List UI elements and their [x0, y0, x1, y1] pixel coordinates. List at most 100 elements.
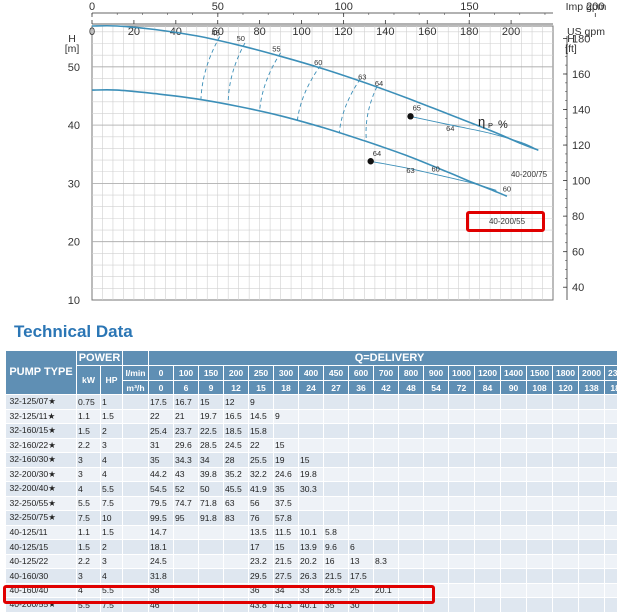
- cell-value: 15.8: [249, 424, 274, 439]
- cell-value: [579, 540, 605, 555]
- cell-value: 26.3: [299, 569, 324, 584]
- cell-value: 22.5: [199, 424, 224, 439]
- cell-hp: 5.5: [101, 482, 123, 497]
- cell-hp: 1: [101, 395, 123, 410]
- cell-value: 57.8: [274, 511, 299, 526]
- cell-value: 46: [149, 598, 174, 613]
- cell-value: [501, 569, 527, 584]
- cell-value: 9: [274, 409, 299, 424]
- tick-label-us: 180: [460, 26, 478, 38]
- cell-value: [527, 395, 553, 410]
- cell-value: [374, 540, 399, 555]
- cell-value: [399, 438, 424, 453]
- header-lmin-value: 600: [349, 366, 374, 381]
- cell-pump-type: 32-125/07★: [6, 395, 77, 410]
- cell-value: [374, 511, 399, 526]
- cell-pump-type: 32-160/15★: [6, 424, 77, 439]
- cell-kw: 7.5: [77, 511, 101, 526]
- cell-value: [399, 554, 424, 569]
- cell-value: [449, 540, 475, 555]
- header-lmin: l/min: [123, 366, 149, 381]
- cell-value: [174, 554, 199, 569]
- cell-blank: [123, 540, 149, 555]
- curve-label-upper: 40-200/75: [511, 170, 548, 179]
- cell-value: [605, 496, 617, 511]
- header-spacer: [123, 351, 149, 366]
- cell-value: [299, 395, 324, 410]
- header-lmin-value: 1800: [553, 366, 579, 381]
- cell-value: [579, 482, 605, 497]
- header-m3h-value: 120: [553, 381, 579, 395]
- cell-value: [399, 424, 424, 439]
- cell-value: 25: [349, 583, 374, 598]
- cell-value: 43: [174, 467, 199, 482]
- cell-value: 44.2: [149, 467, 174, 482]
- efficiency-label: 63: [358, 73, 366, 82]
- cell-pump-type: 40-160/30: [6, 569, 77, 584]
- cell-value: [579, 511, 605, 526]
- tick-label-us: 140: [376, 26, 394, 38]
- tick-label-ft: 160: [572, 69, 590, 81]
- cell-value: [605, 438, 617, 453]
- cell-value: 17.5: [349, 569, 374, 584]
- cell-value: 45.5: [224, 482, 249, 497]
- cell-value: [605, 424, 617, 439]
- tick-label-m: 40: [68, 120, 80, 132]
- cell-kw: 5.5: [77, 496, 101, 511]
- cell-kw: 0.75: [77, 395, 101, 410]
- cell-value: [399, 583, 424, 598]
- tick-label-ft: 120: [572, 140, 590, 152]
- header-lmin-value: 2000: [579, 366, 605, 381]
- cell-value: 24.5: [149, 554, 174, 569]
- tick-label-m: 20: [68, 237, 80, 249]
- cell-value: [449, 424, 475, 439]
- cell-value: [399, 467, 424, 482]
- cell-value: [274, 395, 299, 410]
- cell-value: 91.8: [199, 511, 224, 526]
- cell-value: [501, 540, 527, 555]
- cell-value: [324, 424, 349, 439]
- cell-value: [527, 525, 553, 540]
- cell-value: [324, 438, 349, 453]
- cell-value: [374, 525, 399, 540]
- cell-value: [501, 467, 527, 482]
- cell-value: [349, 496, 374, 511]
- cell-value: [605, 453, 617, 468]
- cell-value: [374, 438, 399, 453]
- header-m3h-value: 18: [274, 381, 299, 395]
- cell-value: [349, 409, 374, 424]
- cell-value: [527, 554, 553, 569]
- header-lmin-value: 900: [424, 366, 449, 381]
- cell-value: [501, 424, 527, 439]
- header-lmin-value: 1400: [501, 366, 527, 381]
- cell-value: [399, 511, 424, 526]
- tick-label-us: 100: [292, 26, 310, 38]
- cell-value: 17.5: [149, 395, 174, 410]
- cell-value: 35: [149, 453, 174, 468]
- tick-label-imp: 100: [334, 1, 352, 13]
- cell-value: [324, 467, 349, 482]
- tick-label-ft: 100: [572, 176, 590, 188]
- cell-value: [449, 438, 475, 453]
- cell-value: [174, 525, 199, 540]
- cell-hp: 10: [101, 511, 123, 526]
- cell-value: [399, 598, 424, 613]
- cell-value: [475, 540, 501, 555]
- cell-value: 9.6: [324, 540, 349, 555]
- cell-value: [527, 424, 553, 439]
- cell-value: 33: [299, 583, 324, 598]
- header-m3h-value: 90: [501, 381, 527, 395]
- cell-value: [475, 453, 501, 468]
- tick-label-us: 200: [502, 26, 520, 38]
- cell-value: 13.5: [249, 525, 274, 540]
- cell-value: [501, 482, 527, 497]
- cell-value: 50: [199, 482, 224, 497]
- cell-blank: [123, 438, 149, 453]
- cell-value: [475, 467, 501, 482]
- cell-blank: [123, 409, 149, 424]
- cell-value: [605, 409, 617, 424]
